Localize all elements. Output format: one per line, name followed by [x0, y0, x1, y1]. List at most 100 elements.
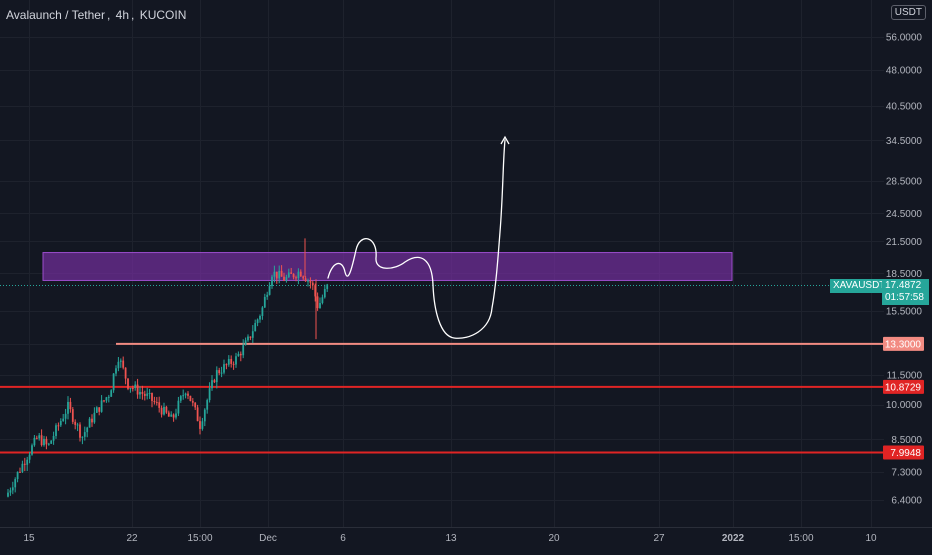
candle-body: [117, 361, 120, 369]
candle-body: [203, 409, 206, 422]
time-axis-label: 10: [865, 533, 877, 544]
price-axis-label: 18.5000: [886, 269, 923, 280]
candle-body: [67, 401, 69, 414]
candle-body: [263, 296, 266, 308]
candle-body: [28, 454, 31, 460]
candle-body: [175, 413, 177, 418]
candle-body: [47, 443, 50, 445]
price-axis-label: 56.0000: [886, 33, 923, 44]
price-axis-label: 21.5000: [886, 237, 923, 248]
price-axis-label: 7.3000: [891, 467, 922, 478]
candle-body: [218, 370, 221, 374]
candle-body: [290, 272, 293, 274]
candle-body: [136, 384, 139, 395]
time-axis-label: 15:00: [788, 533, 813, 544]
time-axis-label: 22: [126, 533, 138, 544]
price-axis-label: 15.5000: [886, 307, 923, 318]
candle-body: [299, 271, 302, 277]
candle-body: [59, 421, 62, 426]
candle-body: [40, 435, 43, 446]
candle-body: [261, 307, 264, 317]
candle-body: [91, 418, 93, 423]
exchange: KUCOIN: [139, 8, 187, 22]
candle-body: [43, 438, 45, 446]
candle-body: [256, 319, 259, 324]
candle-body: [119, 360, 122, 362]
candle-body: [244, 340, 247, 346]
candle-body: [146, 393, 149, 396]
level-price-label: 13.3000: [885, 339, 922, 350]
arrow-head-icon: [500, 135, 510, 145]
candle-body: [321, 297, 324, 303]
time-axis-label: 6: [340, 533, 346, 544]
candle-body: [11, 487, 14, 491]
candle-body: [271, 276, 273, 287]
candle-body: [88, 418, 91, 428]
candle-body: [143, 393, 146, 396]
candle-body: [311, 282, 314, 286]
level-price-tag: [883, 379, 924, 394]
candle-body: [57, 425, 60, 427]
currency-selector[interactable]: USDT: [890, 5, 926, 20]
price-axis-label: 24.5000: [886, 209, 923, 220]
candle-body: [249, 336, 252, 338]
candle-body: [208, 388, 211, 401]
candle-body: [100, 400, 103, 412]
candle-body: [319, 302, 321, 309]
candle-body: [45, 438, 48, 445]
candle-body: [182, 395, 185, 397]
candle-body: [76, 424, 79, 426]
candle-body: [38, 435, 41, 439]
candle-body: [115, 368, 117, 374]
candle-body: [64, 413, 67, 419]
candle-body: [160, 407, 163, 415]
time-axis-label: 2022: [722, 533, 745, 544]
price-axis-label: 28.5000: [886, 177, 923, 188]
candle-body: [153, 400, 156, 403]
candle-body: [81, 436, 84, 438]
price-axis-label: 10.0000: [886, 400, 923, 411]
candle-body: [98, 407, 101, 412]
candle-body: [247, 336, 249, 341]
time-axis-label: 15: [23, 533, 35, 544]
candle-body: [268, 286, 271, 295]
candle-body: [227, 358, 230, 365]
candle-body: [127, 378, 129, 389]
candle-body: [191, 400, 194, 403]
current-price-symbol-tag: XAVAUSDT: [830, 279, 889, 293]
candle-body: [55, 425, 57, 436]
candle-body: [50, 440, 53, 444]
candle-body: [155, 402, 158, 404]
candle-body: [21, 463, 24, 472]
price-axis-label: 8.5000: [891, 435, 922, 446]
symbol-name: Avalaunch / Tether: [6, 8, 105, 22]
candle-body: [280, 270, 283, 277]
candle-body: [199, 421, 201, 429]
projection-drawing: [327, 139, 506, 339]
resistance-zone: [42, 252, 733, 281]
candle-body: [295, 277, 297, 279]
candle-body: [237, 353, 240, 357]
candle-body: [112, 373, 115, 391]
candle-body: [297, 271, 300, 279]
candle-body: [134, 384, 137, 389]
candle-body: [167, 412, 170, 417]
candle-body: [163, 406, 165, 415]
candle-body: [141, 391, 144, 394]
chart-title: Avalaunch / Tether, 4h, KUCOIN: [6, 8, 187, 22]
candle-body: [95, 407, 98, 413]
candle-body: [86, 427, 89, 433]
candle-body: [223, 364, 225, 373]
level-price-tag: [883, 445, 924, 460]
candle-body: [304, 278, 307, 282]
candle-body: [235, 356, 237, 365]
candle-body: [196, 407, 199, 422]
candle-body: [273, 271, 276, 277]
candle-body: [187, 393, 189, 396]
candle-body: [148, 392, 151, 394]
level-price-label: 10.8729: [885, 382, 922, 393]
candle-body: [206, 400, 209, 410]
candle-body: [7, 492, 9, 497]
